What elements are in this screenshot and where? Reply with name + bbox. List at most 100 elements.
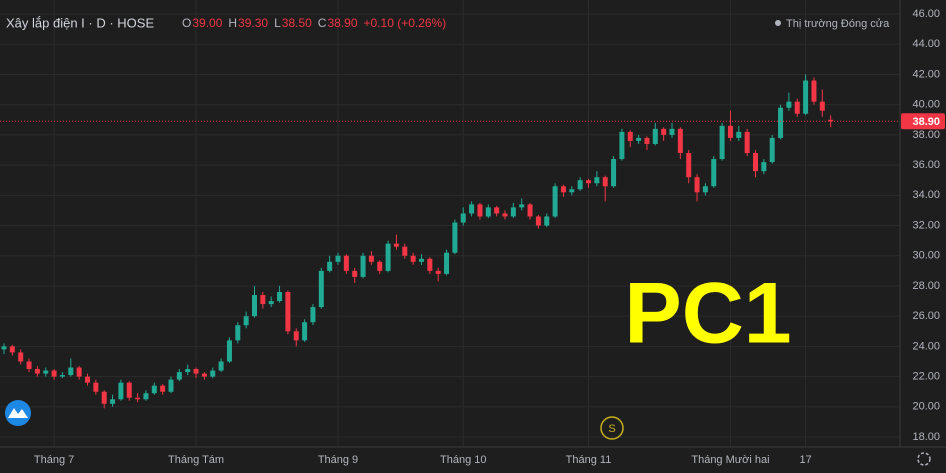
settings[interactable] — [917, 452, 931, 466]
candle-body — [803, 80, 809, 114]
candle-body — [160, 385, 166, 392]
symbol: Xây lắp điện I · D · HOSE — [6, 15, 154, 30]
y-tick-label: 28.00 — [912, 280, 940, 292]
candle-body — [26, 361, 32, 370]
ohlc-key: O — [182, 16, 191, 30]
candle-body — [318, 270, 324, 308]
candle-body — [385, 243, 391, 271]
marker-circle[interactable] — [600, 416, 624, 440]
candle-body — [34, 369, 40, 374]
candle-body — [694, 177, 700, 193]
x-tick-label: Tháng 10 — [440, 454, 486, 466]
y-tick-label: 42.00 — [912, 68, 940, 80]
candle-body — [535, 216, 541, 226]
candle-body — [352, 270, 358, 277]
candle-body — [293, 331, 299, 341]
y-tick-label: 44.00 — [912, 38, 940, 50]
candle-body — [727, 125, 733, 138]
last-price-label: 38.90 — [912, 116, 940, 128]
status-dot — [775, 20, 781, 26]
x-tick-label: 17 — [799, 454, 811, 466]
candle-body — [510, 207, 516, 217]
candle-body — [168, 379, 174, 392]
candle-body — [811, 80, 817, 102]
logo-icon — [8, 408, 28, 418]
candle-body — [519, 204, 525, 208]
candle-body — [85, 376, 90, 383]
ohlc-key: H — [228, 16, 237, 30]
ohlc-key: C — [318, 16, 327, 30]
candle-body — [18, 352, 24, 362]
candle-body — [402, 246, 408, 256]
candle-body — [677, 128, 683, 154]
candle-body — [544, 216, 550, 226]
candle-body — [335, 255, 341, 262]
candle-body — [110, 399, 116, 404]
ohlc-value: 39.30 — [238, 16, 268, 30]
candle-body — [368, 255, 374, 262]
candle-body — [569, 189, 575, 193]
y-tick-label: 20.00 — [912, 401, 940, 413]
candle-body — [327, 261, 333, 271]
candle-body — [702, 186, 708, 193]
x-tick-label: Tháng 7 — [34, 454, 74, 466]
candle-body — [444, 252, 450, 274]
candle-body — [560, 186, 566, 193]
candle-body — [469, 204, 475, 214]
y-tick-label: 40.00 — [912, 99, 940, 111]
candle-body — [377, 261, 383, 271]
candle-body — [427, 258, 433, 271]
candle-body — [669, 128, 675, 135]
candle-body — [68, 367, 74, 376]
candle-body — [778, 107, 784, 138]
x-tick-label: Tháng 9 — [318, 454, 358, 466]
candle-body — [452, 222, 458, 253]
candle-body — [794, 101, 800, 114]
candle-body — [644, 137, 650, 144]
candles — [1, 74, 834, 409]
marker[interactable]: S — [608, 423, 615, 435]
y-tick-label: 38.00 — [912, 129, 940, 141]
candle-body — [176, 372, 182, 380]
watermark: PC1 — [624, 266, 791, 362]
candle-body — [118, 382, 124, 400]
candle-body — [686, 153, 692, 178]
candle-body — [226, 340, 232, 362]
candle-body — [527, 204, 533, 217]
ohlc-header: O 39.00 H 39.30 L 38.50 C 38.90 — [182, 16, 358, 30]
candle-body — [611, 159, 617, 187]
candle-body — [828, 119, 834, 122]
market-status: Thị trường Đóng cửa — [786, 18, 890, 30]
candle-body — [93, 382, 99, 392]
candle-body — [243, 316, 249, 326]
x-tick-label: Tháng 11 — [566, 454, 612, 466]
candle-body — [210, 370, 216, 377]
y-tick-label: 36.00 — [912, 159, 940, 171]
candle-body — [302, 322, 308, 341]
candle-body — [485, 207, 491, 217]
candle-body — [268, 301, 274, 305]
candle-body — [494, 207, 500, 214]
last-price-tag — [901, 113, 945, 130]
candle-body — [201, 373, 207, 377]
candle-body — [661, 128, 667, 135]
y-tick-label: 32.00 — [912, 219, 940, 231]
candle-body — [151, 385, 157, 394]
candle-body — [360, 255, 366, 277]
candle-body — [744, 131, 750, 154]
candle-body — [218, 361, 224, 371]
candle-body — [51, 370, 57, 377]
candle-body — [761, 162, 767, 172]
x-tick-label: Tháng Mười hai — [691, 454, 769, 466]
candle-body — [460, 213, 466, 223]
candle-body — [135, 397, 141, 400]
x-tick-label: Tháng Tám — [168, 454, 224, 466]
candle-body — [502, 213, 508, 217]
candle-body — [59, 375, 65, 377]
candle-body — [819, 101, 825, 111]
candle-body — [277, 292, 283, 302]
logo[interactable] — [5, 400, 31, 426]
